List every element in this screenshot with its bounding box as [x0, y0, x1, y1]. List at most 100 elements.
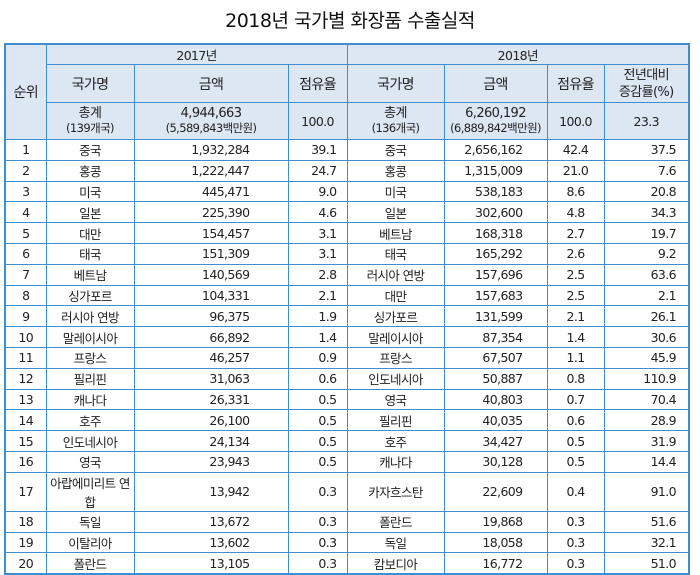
table-row: 18 독일 13,672 0.3 폴란드 19,868 0.3 51.6: [4, 510, 690, 533]
table-row: 10 말레이시아 66,892 1.4 말레이시아 87,354 1.4 30.…: [4, 326, 690, 348]
country-2017-cell: 미국: [45, 180, 135, 203]
amount-2017-cell: 26,100: [133, 409, 289, 432]
share-2017-cell: 0.5: [287, 450, 348, 473]
rank-cell: 14: [4, 409, 47, 432]
amount-2018-cell: 538,183: [443, 180, 548, 203]
rank-cell: 19: [4, 531, 47, 554]
country-2017-cell: 캐나다: [45, 388, 135, 411]
amount-2017-cell: 13,672: [133, 510, 289, 533]
share-2018-cell: 2.5: [546, 263, 605, 286]
total-label-text: 총계: [78, 106, 102, 121]
country-2018-cell: 홍콩: [346, 159, 445, 182]
country-2017-cell: 태국: [45, 242, 135, 265]
rank-cell: 18: [4, 510, 47, 533]
country-2018-cell: 대만: [346, 284, 445, 307]
growth-cell: 20.8: [603, 180, 690, 203]
rank-cell: 10: [4, 326, 47, 348]
country-2017-cell: 말레이시아: [45, 326, 135, 348]
share-header-2017: 점유율: [287, 64, 348, 103]
table-row: 15 인도네시아 24,134 0.5 호주 34,427 0.5 31.9: [4, 430, 690, 452]
table-row: 8 싱가포르 104,331 2.1 대만 157,683 2.5 2.1: [4, 284, 690, 307]
rank-cell: 11: [4, 346, 47, 369]
share-2018-cell: 21.0: [546, 159, 605, 182]
country-2018-cell: 인도네시아: [346, 367, 445, 390]
share-2018-cell: 0.3: [546, 552, 605, 575]
table-row: 12 필리핀 31,063 0.6 인도네시아 50,887 0.8 110.9: [4, 367, 690, 390]
rank-cell: 4: [4, 201, 47, 224]
amount-2018-cell: 131,599: [443, 305, 548, 328]
country-header-2018: 국가명: [346, 64, 445, 103]
share-2017-cell: 0.3: [287, 510, 348, 533]
amount-2018-cell: 50,887: [443, 367, 548, 390]
total-country-count: (139개국): [66, 121, 114, 135]
year-2018-header: 2018년: [346, 43, 690, 65]
table-row: 2 홍콩 1,222,447 24.7 홍콩 1,315,009 21.0 7.…: [4, 159, 690, 182]
amount-2018-cell: 2,656,162: [443, 139, 548, 161]
total-growth: 23.3: [603, 102, 690, 140]
amount-2018-cell: 157,683: [443, 284, 548, 307]
growth-cell: 91.0: [603, 471, 690, 512]
rank-header: 순위: [4, 43, 47, 140]
rank-cell: 20: [4, 552, 47, 575]
rank-cell: 8: [4, 284, 47, 307]
share-2017-cell: 1.4: [287, 326, 348, 348]
total-country-count: (136개국): [371, 121, 420, 135]
country-2017-cell: 인도네시아: [45, 430, 135, 452]
country-2018-cell: 싱가포르: [346, 305, 445, 328]
growth-cell: 7.6: [603, 159, 690, 182]
amount-2017-cell: 1,932,284: [133, 139, 289, 161]
table-row: 5 대만 154,457 3.1 베트남 168,318 2.7 19.7: [4, 222, 690, 244]
share-2018-cell: 2.5: [546, 284, 605, 307]
amount-2017-cell: 151,309: [133, 242, 289, 265]
amount-2018-cell: 16,772: [443, 552, 548, 575]
country-2017-cell: 중국: [45, 139, 135, 161]
total-share-2017: 100.0: [287, 102, 348, 140]
share-2017-cell: 0.5: [287, 430, 348, 452]
amount-2017-cell: 13,105: [133, 552, 289, 575]
share-2018-cell: 0.4: [546, 471, 605, 512]
amount-2018-cell: 40,035: [443, 409, 548, 432]
amount-2018-cell: 157,696: [443, 263, 548, 286]
country-2017-cell: 대만: [45, 222, 135, 244]
amount-2017-cell: 24,134: [133, 430, 289, 452]
share-2018-cell: 0.3: [546, 531, 605, 554]
country-2018-cell: 영국: [346, 388, 445, 411]
table-row: 11 프랑스 46,257 0.9 프랑스 67,507 1.1 45.9: [4, 346, 690, 369]
year-header-row: 순위 2017년 2018년: [4, 43, 690, 140]
share-2017-cell: 2.1: [287, 284, 348, 307]
table-row: 17 아랍에미리트 연합 13,942 0.3 카자흐스탄 22,609 0.4…: [4, 471, 690, 512]
country-2017-cell: 독일: [45, 510, 135, 533]
share-2017-cell: 0.3: [287, 552, 348, 575]
total-share-2018: 100.0: [546, 102, 605, 140]
growth-cell: 51.6: [603, 510, 690, 533]
share-header-2018: 점유율: [546, 64, 605, 103]
share-2017-cell: 0.9: [287, 346, 348, 369]
amount-2017-cell: 154,457: [133, 222, 289, 244]
rank-cell: 1: [4, 139, 47, 161]
share-2018-cell: 8.6: [546, 180, 605, 203]
country-2017-cell: 폴란드: [45, 552, 135, 575]
amount-2018-cell: 40,803: [443, 388, 548, 411]
amount-2017-cell: 140,569: [133, 263, 289, 286]
country-2018-cell: 말레이시아: [346, 326, 445, 348]
growth-cell: 110.9: [603, 367, 690, 390]
country-2018-cell: 중국: [346, 139, 445, 161]
share-2017-cell: 39.1: [287, 139, 348, 161]
growth-cell: 19.7: [603, 222, 690, 244]
country-2018-cell: 프랑스: [346, 346, 445, 369]
amount-header-2018: 금액: [443, 64, 548, 103]
total-amount-krw: (6,889,842백만원): [450, 121, 541, 135]
country-2017-cell: 홍콩: [45, 159, 135, 182]
amount-2017-cell: 96,375: [133, 305, 289, 328]
amount-2018-cell: 67,507: [443, 346, 548, 369]
share-2018-cell: 42.4: [546, 139, 605, 161]
table-row: 19 이탈리아 13,602 0.3 독일 18,058 0.3 32.1: [4, 531, 690, 554]
export-table: 순위 2017년 2018년 국가명 금액 점유율 국가명 금액 점유율 전년대…: [4, 43, 691, 575]
rank-cell: 13: [4, 388, 47, 411]
column-header-row: 국가명 금액 점유율 국가명 금액 점유율 전년대비 증감률(%): [5, 64, 690, 103]
country-header-2017: 국가명: [45, 64, 135, 103]
share-2017-cell: 2.8: [287, 263, 348, 286]
country-2017-cell: 이탈리아: [45, 531, 135, 554]
total-label-2017: 총계 (139개국): [45, 102, 135, 140]
share-2018-cell: 0.6: [546, 409, 605, 432]
